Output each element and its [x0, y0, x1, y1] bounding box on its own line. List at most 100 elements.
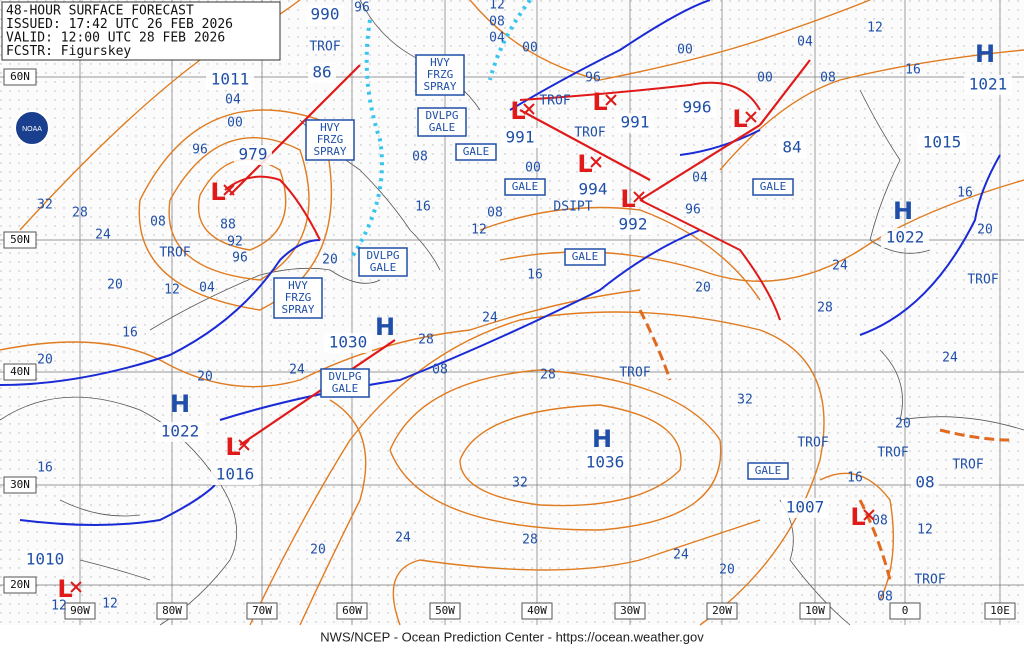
warning-text: GALE	[512, 180, 539, 193]
low-symbol: L	[57, 575, 72, 603]
warning-text: HVY	[430, 56, 450, 69]
warning-text: DVLPG	[328, 370, 361, 383]
center-pressure: 979	[239, 145, 268, 164]
isobar-label: 12	[489, 0, 505, 13]
note-label: TROF	[877, 446, 908, 461]
isobar-label: 24	[395, 531, 411, 546]
lon-label: 50W	[435, 604, 455, 617]
center-pressure-box	[678, 98, 716, 118]
isobar-label: 28	[817, 301, 833, 316]
map-dots	[0, 0, 1024, 625]
isobar-label: 16	[37, 461, 53, 476]
high-symbol: H	[893, 197, 913, 225]
warning-text: GALE	[755, 464, 782, 477]
warning-box	[273, 277, 323, 319]
note-label: TROF	[952, 458, 983, 473]
lon-label-box	[706, 602, 738, 620]
isobar-label: 08	[872, 514, 888, 529]
isobar-label: 08	[150, 215, 166, 230]
note-label: TROF	[539, 94, 570, 109]
isobar-label: 00	[677, 43, 693, 58]
isobar-label: 00	[522, 41, 538, 56]
low-x	[863, 509, 875, 521]
center-pressure-box	[581, 453, 629, 473]
header-line: 48-HOUR SURFACE FORECAST	[6, 4, 194, 19]
center-pressure: 1011	[211, 70, 250, 89]
center-pressure-box	[964, 75, 1012, 95]
lat-label-box	[3, 576, 37, 594]
lat-label: 20N	[10, 578, 30, 591]
warning-text: GALE	[572, 250, 599, 263]
isobar-label: 24	[832, 259, 848, 274]
high-symbol: H	[975, 40, 995, 68]
center-pressure: 1036	[586, 453, 625, 472]
isobar-label: 08	[432, 363, 448, 378]
center-pressure: 991	[621, 113, 650, 132]
isobar-label: 12	[917, 523, 933, 538]
warning-text: SPRAY	[423, 80, 456, 93]
isobar-label: 28	[522, 533, 538, 548]
low-x	[633, 191, 645, 203]
isobar-label: 04	[489, 31, 505, 46]
isobar-label: 20	[197, 370, 213, 385]
lon-label-box	[336, 602, 368, 620]
isobar-label: 20	[107, 278, 123, 293]
center-pressure-box	[918, 133, 966, 153]
warning-text: FRZG	[427, 68, 454, 81]
lat-label: 60N	[10, 70, 30, 83]
center-pressure: 1021	[969, 75, 1008, 94]
isobar-label: 12	[471, 223, 487, 238]
center-pressure-box	[881, 228, 929, 248]
center-pressure-box	[574, 180, 612, 200]
isobar-label: 88	[220, 218, 236, 233]
isobar-label: 20	[37, 353, 53, 368]
lon-label: 10E	[990, 604, 1010, 617]
center-pressure: 990	[311, 5, 340, 24]
isobar-label: 24	[95, 228, 111, 243]
isobar-label: 96	[232, 251, 248, 266]
isobar-label: 00	[525, 161, 541, 176]
low-x	[523, 103, 535, 115]
isobar-label: 04	[692, 171, 708, 186]
lon-label-box	[521, 602, 553, 620]
lat-label: 50N	[10, 233, 30, 246]
lon-label-box	[889, 602, 921, 620]
center-pressure: 1016	[216, 465, 255, 484]
isobar-label: 04	[225, 93, 241, 108]
warning-text: GALE	[370, 261, 397, 274]
warning-box	[417, 107, 467, 137]
lon-label: 40W	[527, 604, 547, 617]
isobar-label: 04	[797, 35, 813, 50]
isobar-label: 92	[227, 235, 243, 250]
lon-label-box	[156, 602, 188, 620]
center-pressure: 86	[312, 63, 331, 82]
center-pressure-box	[156, 422, 204, 442]
center-pressure: 1007	[786, 498, 825, 517]
lon-label: 90W	[70, 604, 90, 617]
warning-text: SPRAY	[313, 145, 346, 158]
lon-label: 10W	[805, 604, 825, 617]
lon-label-box	[614, 602, 646, 620]
warning-box	[320, 368, 370, 398]
isobar-label: 00	[227, 116, 243, 131]
isobar-label: 08	[487, 206, 503, 221]
isobar-label: 24	[942, 351, 958, 366]
warning-box	[358, 247, 408, 277]
lon-label: 0	[902, 604, 909, 617]
isobar-label: 12	[102, 597, 118, 612]
header-line: FCSTR: Figurskey	[6, 44, 131, 59]
low-symbol: L	[225, 433, 240, 461]
isobar-label: 24	[289, 363, 305, 378]
warning-text: GALE	[463, 145, 490, 158]
low-symbol: L	[620, 185, 635, 213]
warning-text: HVY	[320, 121, 340, 134]
center-pressure: 1030	[329, 333, 368, 352]
lon-label: 60W	[342, 604, 362, 617]
low-symbol: L	[210, 178, 225, 206]
logo-text: NOAA	[22, 126, 42, 133]
center-pressure-box	[306, 5, 344, 25]
low-symbol: L	[850, 503, 865, 531]
warning-box	[564, 248, 606, 266]
center-pressure-box	[308, 63, 336, 83]
